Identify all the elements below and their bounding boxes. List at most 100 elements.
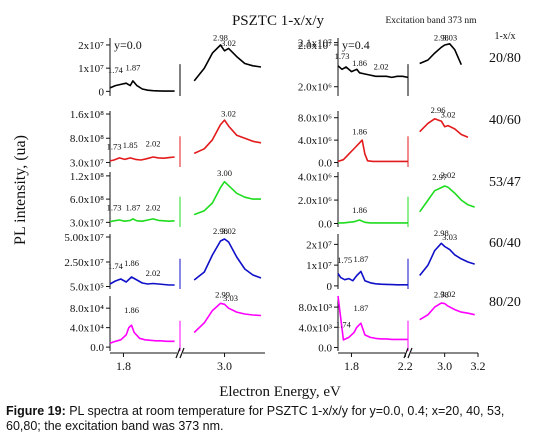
peak-label: 1.86 [352,205,367,215]
ratio-label-40-60: 40/60 [489,113,521,128]
x-tick-label: 1.8 [344,359,359,373]
peak-label: 1.73 [107,142,122,152]
peak-label: 1.87 [125,62,140,72]
ratio-labels: 20/80 40/60 53/47 60/40 80/20 [489,51,521,310]
panel-0-20-80: 0 1x10⁷ 2x10⁷ 1.74 1.87 2.983.02 [78,32,262,98]
y-tick-label: 1x10⁷ [78,63,104,75]
x-axes: 1.8 3.0 1.8 2.2 3.0 3.2 [110,347,486,373]
x-axis-0: 1.8 3.0 [110,347,265,373]
series-line-low [337,295,408,341]
y-tick-label: 2.0x10⁶ [298,195,332,207]
peak-label: 3.03 [223,293,238,303]
series-line-high [193,302,262,334]
y-tick-label: 4.0x10⁶ [298,172,332,184]
series-line-low [109,276,175,286]
series-line-high [193,238,262,281]
series-line-high [419,302,475,321]
peak-label: 2.97 [432,172,447,182]
ratio-label-80-20: 80/20 [489,295,521,310]
y-tick-label: 1x10⁷ [306,260,332,272]
peak-label: 3.02 [441,289,456,299]
series-line-high [419,42,463,66]
peak-label: 2.98 [434,228,449,238]
y-tick-label: 0.0 [318,158,332,170]
peak-label: 2.98 [434,32,449,42]
y-tick-label: 2x10⁷ [78,40,104,52]
panel-0-53-47: 3.0x10⁷ 6.0x10⁸ 1.2x10⁸ 1.73 1.87 2.02 3.00 [70,168,261,229]
series-line-high [193,119,262,155]
series-line-low [338,219,408,224]
y-tick-label: 2.0x10⁶ [298,82,332,94]
peak-label: 1.86 [352,127,367,137]
x-tick-label: 3.0 [217,359,232,373]
peak-label: 1.74 [336,319,352,329]
y-tick-label: 8.0x10⁴ [70,303,104,315]
y-tick-label: 2x10⁷ [306,239,332,251]
y-tick-label: 4.0x10⁶ [298,135,332,147]
peak-label: 1.75 [337,255,352,265]
series-line-high [419,118,469,139]
y-tick-label: 2.0x10⁷ [298,40,332,52]
peak-label: 2.02 [146,268,161,278]
peak-label: 2.98 [213,32,228,42]
x-tick-label: 2.2 [398,359,413,373]
peak-label: 2.96 [431,105,446,115]
peak-label: 3.02 [221,226,236,236]
series-line-high [419,185,475,213]
peak-label: 2.02 [146,139,161,149]
axis-break-mark [407,347,413,359]
y-tick-label: 8.0x10⁶ [298,113,332,125]
peak-label: 3.03 [442,32,457,42]
series-line-high [193,44,262,82]
peak-label: 3.03 [442,232,457,242]
series-line-low [337,139,408,163]
peak-label: 3.02 [221,38,236,48]
y-tick-label: 1.2x10⁸ [70,171,104,183]
y-tick-label: 8.0x10³ [298,302,332,314]
series-line-high [419,242,475,276]
peak-label: 3.02 [441,170,456,180]
peak-label: 1.87 [125,203,140,213]
x-tick-label: 1.8 [116,359,131,373]
y-tick-label: 5.0x10⁵ [70,282,104,294]
y-tick-label: 0 [99,86,105,98]
x-axis-1: 1.8 2.2 3.0 3.2 [338,347,486,373]
panel-1-80-20: 0.0 4.0x10³ 8.0x10³ 1.741.87 2.983.02 [298,289,475,354]
peak-label: 1.86 [124,305,139,315]
y-tick-label: 6.0x10⁸ [70,194,104,206]
peak-label: 3.00 [217,168,232,178]
series-line-low [109,324,175,344]
series-line-low [337,65,409,79]
peak-label: 3.02 [441,110,456,120]
peak-label: 1.86 [352,58,367,68]
pl-spectra-figure: PSZTC 1-x/x/y Excitation band 373 nm 1-x… [12,13,521,400]
caption-text: PL spectra at room temperature for PSZTC… [6,404,505,433]
y-tick-label: 2.50x10⁷ [64,257,104,269]
y-tick-label: 4.0x10⁴ [70,323,104,335]
y-tick-label: 5.00x10⁷ [64,232,104,244]
x-tick-label: 3.0 [437,359,452,373]
y-axis-label: PL intensity, (ua) [12,135,29,245]
peak-label: 3.02 [221,108,236,118]
ratio-label-53-47: 53/47 [489,175,521,190]
y-tick-label: 8.0x10⁸ [70,133,104,145]
x-axis-label: Electron Energy, eV [219,384,341,400]
series-line-high [193,180,261,216]
peak-label: 1.74 [108,65,124,75]
peak-label: 2.99 [215,289,230,299]
series-line-low [109,80,175,92]
panel-0-40-60: 3.0x10⁷ 8.0x10⁸ 1.6x10⁸ 1.73 1.85 2.02 3.02 [70,108,262,169]
peak-label: 2.02 [146,203,161,213]
panel-1-53-47: 0.0 2.0x10⁶ 4.0x10⁶ 1.86 2.973.02 [298,170,475,230]
x-tick-label: 3.2 [471,359,486,373]
y-tick-label: 0.0 [90,342,104,354]
column-label-0: y=0.0 [114,38,142,52]
axis-break-mark [403,347,409,359]
excitation-label: Excitation band 373 nm [385,16,477,26]
y-tick-label: 3.0x10⁷ [70,217,104,229]
ratio-label-60-40: 60/40 [489,236,521,251]
y-tick-label: 4.0x10³ [298,322,332,334]
panel-1-60-40: 0 1x10⁷ 2x10⁷ 1.75 1.87 2.983.03 [306,228,475,293]
